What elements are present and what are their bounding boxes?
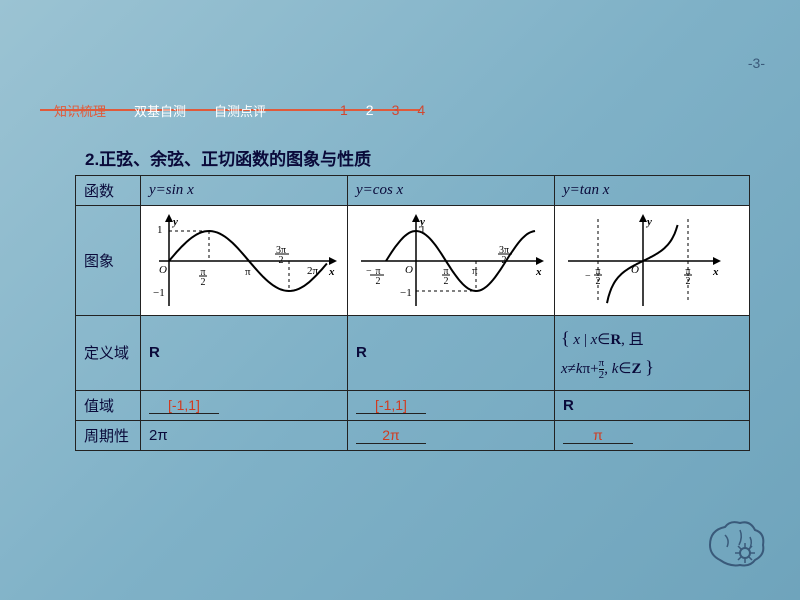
label-domain: 定义域 bbox=[76, 316, 141, 391]
row-period: 周期性 2π 2π π bbox=[76, 420, 750, 450]
svg-text:2: 2 bbox=[596, 276, 601, 287]
nav-bar: 知识梳理 双基自测 自测点评 1 2 3 4 bbox=[40, 95, 280, 125]
svg-text:1: 1 bbox=[157, 224, 163, 236]
nav-page-numbers: 1 2 3 4 bbox=[340, 102, 425, 118]
svg-text:2: 2 bbox=[279, 255, 284, 266]
svg-text:x: x bbox=[712, 266, 719, 278]
svg-text:2: 2 bbox=[502, 255, 507, 266]
period-cos: 2π bbox=[348, 420, 555, 450]
nav-item-1[interactable]: 双基自测 bbox=[120, 101, 200, 120]
graph-cos: 1 −1 O y x π 2 − π 2 π 3π 2 bbox=[348, 206, 555, 316]
brain-icon bbox=[695, 515, 775, 585]
func-cos: y=cos x bbox=[348, 176, 555, 206]
graph-tan: O y x π 2 − π 2 bbox=[555, 206, 750, 316]
row-range: 值域 [-1,1] [-1,1] R bbox=[76, 390, 750, 420]
svg-text:−1: −1 bbox=[153, 287, 165, 299]
nav-num-1[interactable]: 1 bbox=[340, 102, 348, 118]
svg-text:y: y bbox=[645, 216, 652, 228]
svg-text:2: 2 bbox=[444, 276, 449, 287]
func-tan: y=tan x bbox=[555, 176, 750, 206]
svg-text:2π: 2π bbox=[307, 265, 319, 277]
label-range: 值域 bbox=[76, 390, 141, 420]
page-number: -3- bbox=[748, 55, 765, 71]
section-title: 2.正弦、余弦、正切函数的图象与性质 bbox=[85, 145, 371, 170]
svg-text:−1: −1 bbox=[400, 287, 412, 299]
nav-num-4[interactable]: 4 bbox=[417, 102, 425, 118]
range-sin: [-1,1] bbox=[141, 390, 348, 420]
properties-table: 函数 y=sin x y=cos x y=tan x 图象 bbox=[75, 175, 750, 451]
label-period: 周期性 bbox=[76, 420, 141, 450]
nav-item-0[interactable]: 知识梳理 bbox=[40, 101, 120, 120]
nav-item-2[interactable]: 自测点评 bbox=[200, 101, 280, 120]
row-domain: 定义域 R R { x | x∈R, 且 x≠kπ+π2, k∈Z } bbox=[76, 316, 750, 391]
nav-num-3[interactable]: 3 bbox=[392, 102, 400, 118]
svg-text:−: − bbox=[585, 271, 591, 282]
row-graph: 图象 1 −1 O y x bbox=[76, 206, 750, 316]
period-tan: π bbox=[555, 420, 750, 450]
svg-text:2: 2 bbox=[376, 276, 381, 287]
domain-tan: { x | x∈R, 且 x≠kπ+π2, k∈Z } bbox=[555, 316, 750, 391]
svg-text:2: 2 bbox=[201, 277, 206, 288]
domain-sin: R bbox=[141, 316, 348, 391]
range-cos: [-1,1] bbox=[348, 390, 555, 420]
svg-text:y: y bbox=[418, 216, 425, 228]
svg-text:−: − bbox=[366, 266, 372, 277]
svg-text:O: O bbox=[405, 264, 413, 276]
graph-sin: 1 −1 O y x π 2 π 3π 2 2π bbox=[141, 206, 348, 316]
svg-text:y: y bbox=[171, 216, 178, 228]
period-sin: 2π bbox=[141, 420, 348, 450]
domain-cos: R bbox=[348, 316, 555, 391]
svg-text:π: π bbox=[472, 265, 478, 277]
svg-text:O: O bbox=[631, 264, 639, 276]
svg-text:π: π bbox=[245, 266, 251, 278]
svg-text:x: x bbox=[328, 266, 335, 278]
svg-text:O: O bbox=[159, 264, 167, 276]
svg-text:x: x bbox=[535, 266, 542, 278]
nav-num-2[interactable]: 2 bbox=[366, 102, 374, 118]
range-tan: R bbox=[555, 390, 750, 420]
func-sin: y=sin x bbox=[141, 176, 348, 206]
row-func: 函数 y=sin x y=cos x y=tan x bbox=[76, 176, 750, 206]
svg-text:2: 2 bbox=[686, 276, 691, 287]
label-graph: 图象 bbox=[76, 206, 141, 316]
label-func: 函数 bbox=[76, 176, 141, 206]
